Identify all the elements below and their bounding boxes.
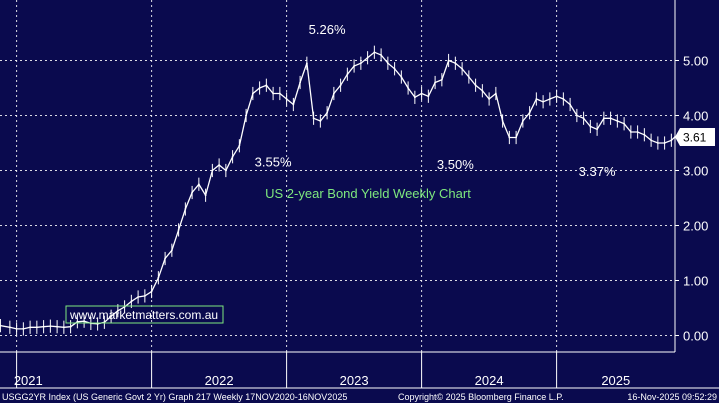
footer-timestamp: 16-Nov-2025 09:52:29 — [627, 392, 717, 402]
last-value-box — [675, 127, 715, 146]
chart-title: US 2-year Bond Yield Weekly Chart — [265, 186, 471, 201]
last-value-label: 3.61 — [683, 130, 707, 144]
series-layer — [0, 45, 676, 336]
annotation-layer: 5.26% 3.55% 3.50% 3.37% — [255, 22, 616, 179]
x-year-label: 2025 — [601, 373, 630, 388]
annotation-label: 3.55% — [255, 154, 292, 169]
x-year-label: 2024 — [475, 373, 504, 388]
grid-layer — [0, 0, 675, 352]
y-tick-label: 2.00 — [683, 219, 708, 234]
footer-source: USGG2YR Index (US Generic Govt 2 Yr) Gra… — [2, 392, 347, 402]
watermark-box — [65, 305, 224, 324]
x-year-label: 2021 — [14, 373, 43, 388]
annotation-label: 5.26% — [309, 22, 346, 37]
yield-line — [0, 51, 676, 330]
annotation-label: 3.50% — [437, 157, 474, 172]
y-tick-label: 5.00 — [683, 54, 708, 69]
x-year-label: 2023 — [340, 373, 369, 388]
x-year-label: 2022 — [205, 373, 234, 388]
y-tick-label: 4.00 — [683, 109, 708, 124]
axis-layer: 0.00 1.00 2.00 3.00 4.00 5.00 2021 2022 2023 2024… — [0, 0, 719, 389]
annotation-label: 3.37% — [579, 164, 616, 179]
watermark-text: www.marketmatters.com.au — [69, 308, 218, 322]
y-tick-label: 3.00 — [683, 164, 708, 179]
last-value-layer: 3.61 — [675, 127, 715, 146]
y-tick-label: 0.00 — [683, 329, 708, 344]
footer-copyright: Copyright© 2025 Bloomberg Finance L.P. — [398, 392, 564, 402]
y-tick-label: 1.00 — [683, 274, 708, 289]
